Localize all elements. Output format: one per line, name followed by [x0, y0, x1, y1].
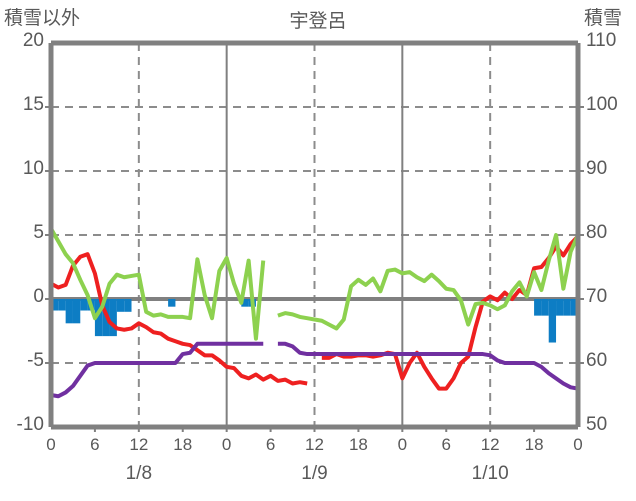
y-axis-left-tick-label: -10	[16, 414, 44, 435]
precipitation-bar	[241, 299, 249, 307]
page-title: 宇登呂	[289, 11, 347, 32]
x-axis-day-label: 1/9	[301, 463, 328, 484]
precipitation-bar	[541, 299, 549, 316]
y-axis-left-tick-label: -5	[27, 350, 44, 371]
precipitation-bar	[94, 299, 103, 337]
y-axis-left-tick-label: 15	[22, 94, 44, 115]
x-axis-tick-label: 6	[265, 435, 276, 454]
precipitation-bar	[124, 299, 132, 312]
x-axis-tick-label: 0	[573, 435, 583, 454]
y-axis-right-tick-label: 90	[586, 158, 608, 179]
series-line-wind	[49, 227, 580, 341]
x-axis-tick-label: 18	[524, 435, 544, 454]
x-axis-tick-label: 12	[305, 435, 324, 454]
x-axis-tick-label: 6	[90, 435, 100, 454]
y-axis-left-tick-label: 0	[33, 286, 44, 307]
y-axis-left-tick-label: 5	[33, 222, 44, 243]
x-axis-day-label: 1/10	[471, 463, 509, 484]
precipitation-bar	[570, 299, 578, 316]
precipitation-bar	[563, 299, 571, 316]
precipitation-bar	[116, 299, 125, 312]
y-axis-right-tick-label: 80	[586, 222, 608, 243]
x-axis-tick-label: 0	[46, 435, 56, 454]
precipitation-bar	[80, 299, 88, 311]
precipitation-bar	[109, 299, 117, 337]
y-axis-right-tick-label: 60	[586, 350, 608, 371]
x-axis-tick-label: 18	[173, 435, 193, 454]
precipitation-bar	[168, 299, 176, 307]
x-axis-tick-label: 0	[221, 435, 232, 454]
series-line-dewpoint	[50, 341, 579, 399]
y-axis-right-tick-label: 50	[586, 414, 608, 435]
x-axis-tick-label: 0	[397, 435, 408, 454]
x-axis-tick-label: 12	[129, 435, 149, 454]
precipitation-bar	[556, 299, 564, 316]
x-axis-day-label: 1/8	[125, 463, 153, 484]
precipitation-bar	[72, 299, 81, 324]
y-axis-right-tick-label: 110	[586, 30, 617, 51]
precipitation-bar	[51, 299, 59, 311]
y-axis-left-tick-label: 10	[22, 158, 44, 179]
y-axis-left-tick-label: 20	[22, 30, 44, 51]
x-axis-tick-label: 12	[480, 435, 500, 454]
y-axis-right-tick-label: 100	[586, 94, 618, 115]
left-axis-label: 積雪以外	[4, 8, 81, 29]
precipitation-bar	[548, 299, 557, 343]
right-axis-label: 積雪	[584, 8, 623, 29]
x-axis-tick-label: 6	[441, 435, 451, 454]
x-axis-tick-label: 18	[348, 435, 368, 454]
y-axis-right-tick-label: 70	[586, 286, 608, 307]
precipitation-bar	[65, 299, 73, 324]
precipitation-bar	[58, 299, 66, 311]
precipitation-bar	[534, 299, 542, 316]
